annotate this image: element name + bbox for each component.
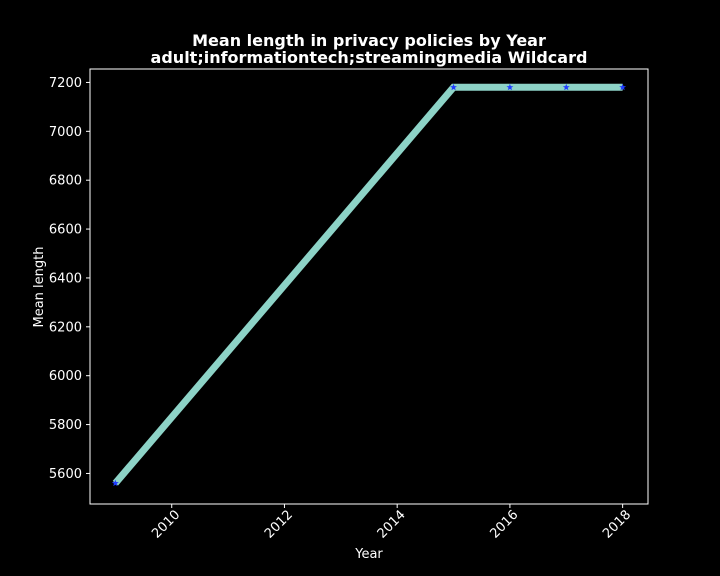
y-tick-label: 5800 <box>49 418 82 433</box>
data-point-star <box>111 479 119 487</box>
x-tick-label: 2016 <box>487 508 521 542</box>
data-point-star <box>619 83 627 91</box>
y-tick-label: 6800 <box>49 174 82 189</box>
series-line <box>112 83 623 486</box>
y-tick-label: 6200 <box>49 320 82 335</box>
chart-title: Mean length in privacy policies by Year <box>192 31 546 50</box>
x-axis-label: Year <box>354 547 383 562</box>
y-tick-label: 6400 <box>49 271 82 286</box>
x-tick-label: 2014 <box>375 508 409 542</box>
plot-area-frame <box>89 68 649 505</box>
y-tick-label: 7000 <box>49 125 82 140</box>
series-layer <box>111 83 627 487</box>
y-tick-label: 6600 <box>49 223 82 238</box>
data-point-star <box>450 83 457 91</box>
y-tick-label: 7200 <box>49 76 82 91</box>
x-tick-label: 2012 <box>262 508 296 542</box>
x-axis: 2010 2012 2014 2016 2018 <box>149 504 634 542</box>
y-tick-label: 5600 <box>49 467 82 482</box>
y-tick-label: 6000 <box>49 369 82 384</box>
x-tick-label: 2018 <box>600 508 634 542</box>
y-axis-label: Mean length <box>32 247 47 328</box>
y-axis: 5600 5800 6000 6200 6400 6600 6800 7000 7200 <box>49 76 90 482</box>
data-point-star <box>562 83 570 91</box>
x-tick-label: 2010 <box>149 508 183 542</box>
chart-subtitle: adult;informationtech;streamingmedia Wil… <box>151 48 588 67</box>
data-point-star <box>506 83 514 91</box>
